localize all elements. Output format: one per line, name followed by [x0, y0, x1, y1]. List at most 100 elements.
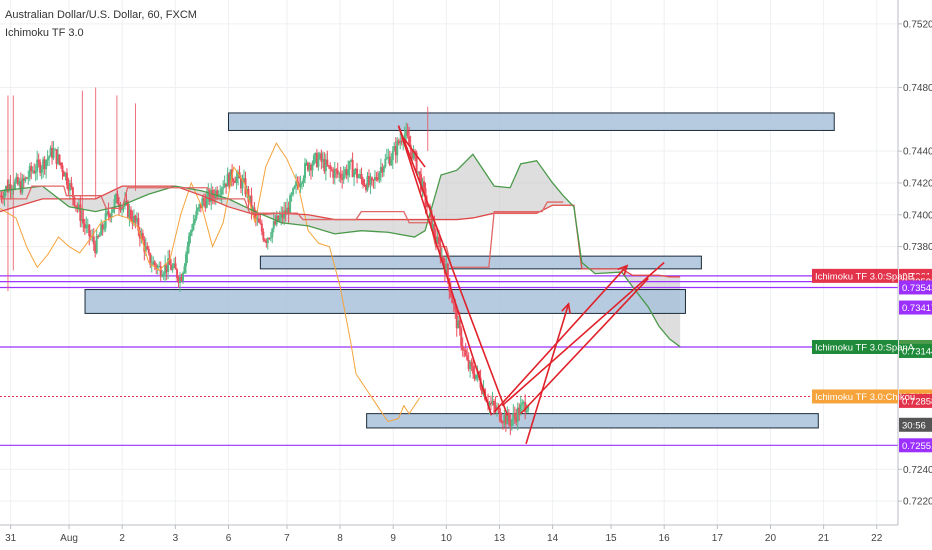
candle-body-303	[449, 291, 452, 297]
candle-body-339	[503, 414, 506, 423]
candle-body-19	[27, 177, 30, 179]
candle-body-87	[128, 209, 131, 218]
candle-body-24	[34, 171, 37, 174]
candle-body-314	[466, 355, 469, 360]
candle-body-175	[259, 222, 262, 224]
candle-body-15	[21, 178, 24, 193]
candle-body-137	[202, 198, 205, 201]
time-axis-bg	[0, 525, 932, 550]
candle-body-100	[147, 249, 150, 254]
candle-body-320	[475, 375, 478, 380]
candle-body-295	[437, 237, 440, 245]
candle-body-115	[170, 264, 173, 270]
support-resistance-zones[interactable]	[84, 112, 835, 429]
candle-body-11	[15, 176, 18, 182]
candle-body-195	[289, 195, 292, 214]
candle-body-307	[455, 309, 458, 329]
candle-body-182	[269, 237, 272, 239]
candle-body-338	[501, 422, 504, 424]
candle-body-238	[353, 171, 356, 178]
candle-body-235	[348, 160, 351, 170]
zone-3	[366, 413, 819, 429]
candle-body-277	[411, 148, 414, 159]
candle-body-297	[440, 256, 443, 259]
candle-body-73	[107, 211, 110, 216]
candle-body-123	[182, 272, 185, 281]
candle-body-31	[45, 160, 48, 170]
candle-body-79	[116, 194, 119, 204]
candle-body-197	[292, 188, 295, 195]
candle-body-136	[201, 198, 204, 209]
trend-line-0	[397, 125, 493, 416]
candle-body-257	[381, 167, 384, 173]
indicator-lines	[0, 142, 681, 423]
zone-0	[227, 112, 835, 131]
candle-body-319	[473, 373, 476, 380]
candle-body-237	[351, 160, 354, 178]
candle-body-4	[4, 186, 7, 192]
x-tick-label-4: 6	[226, 533, 232, 544]
candle-body-203	[301, 182, 304, 184]
price-badge-5	[899, 343, 932, 358]
candle-body-292	[433, 223, 436, 237]
candle-body-130	[192, 223, 195, 230]
indicator-title[interactable]: Ichimoku TF 3.0	[5, 27, 84, 39]
candle-body-246	[365, 185, 368, 191]
candle-body-64	[94, 244, 97, 253]
candle-body-254	[376, 179, 379, 181]
candle-body-337	[500, 420, 503, 423]
candle-body-225	[333, 169, 336, 178]
candle-body-32	[46, 158, 49, 161]
x-tick-label-1: Aug	[60, 533, 78, 544]
candle-body-25	[36, 159, 39, 172]
trend-lines[interactable]	[397, 125, 665, 445]
x-tick-label-13: 17	[712, 533, 724, 544]
candle-body-304	[451, 296, 454, 304]
candle-body-204	[302, 178, 305, 183]
candle-body-125	[184, 254, 187, 267]
candle-body-183	[271, 228, 274, 238]
symbol-title[interactable]: Australian Dollar/U.S. Dollar, 60, FXCM	[5, 9, 197, 21]
candle-body-198	[293, 186, 296, 189]
candle-body-344	[510, 419, 513, 427]
candle-body-233	[345, 169, 348, 176]
candle-body-134	[198, 204, 201, 209]
candle-body-18	[25, 177, 28, 179]
candle-body-154	[228, 173, 231, 187]
candle-body-333	[494, 405, 497, 410]
candle-body-329	[488, 402, 491, 406]
candle-body-285	[423, 181, 426, 189]
candle-body-240	[356, 168, 359, 179]
candle-body-151	[223, 183, 226, 188]
candle-body-199	[295, 181, 298, 187]
candle-body-170	[251, 207, 254, 211]
candle-body-350	[519, 404, 522, 415]
candle-body-23	[33, 170, 36, 174]
candle-body-269	[399, 140, 402, 144]
x-tick-label-6: 8	[337, 533, 343, 544]
candle-body-209	[309, 164, 312, 171]
price-labels: 0.736160.735800.735430.734170.731690.731…	[812, 268, 932, 453]
candle-body-171	[253, 207, 256, 213]
candle-body-236	[350, 160, 353, 162]
time-axis[interactable]: 31 Aug 2 3 6 7 8 9 10 13 14 15 16 17 20 21 22	[0, 524, 932, 550]
candle-body-355	[527, 405, 530, 411]
x-tick-label-7: 9	[390, 533, 396, 544]
candle-body-37	[54, 149, 57, 151]
candle-body-135	[199, 204, 202, 209]
x-tick-label-12: 16	[659, 533, 671, 544]
candle-body-273	[405, 130, 408, 135]
candle-body-332	[492, 401, 495, 406]
candle-body-3	[3, 191, 6, 199]
candle-body-12	[16, 176, 19, 185]
candle-body-354	[525, 410, 528, 413]
candle-body-188	[278, 216, 281, 221]
candle-body-306	[454, 304, 457, 310]
candle-body-20	[28, 166, 31, 178]
candle-body-35	[51, 147, 54, 158]
